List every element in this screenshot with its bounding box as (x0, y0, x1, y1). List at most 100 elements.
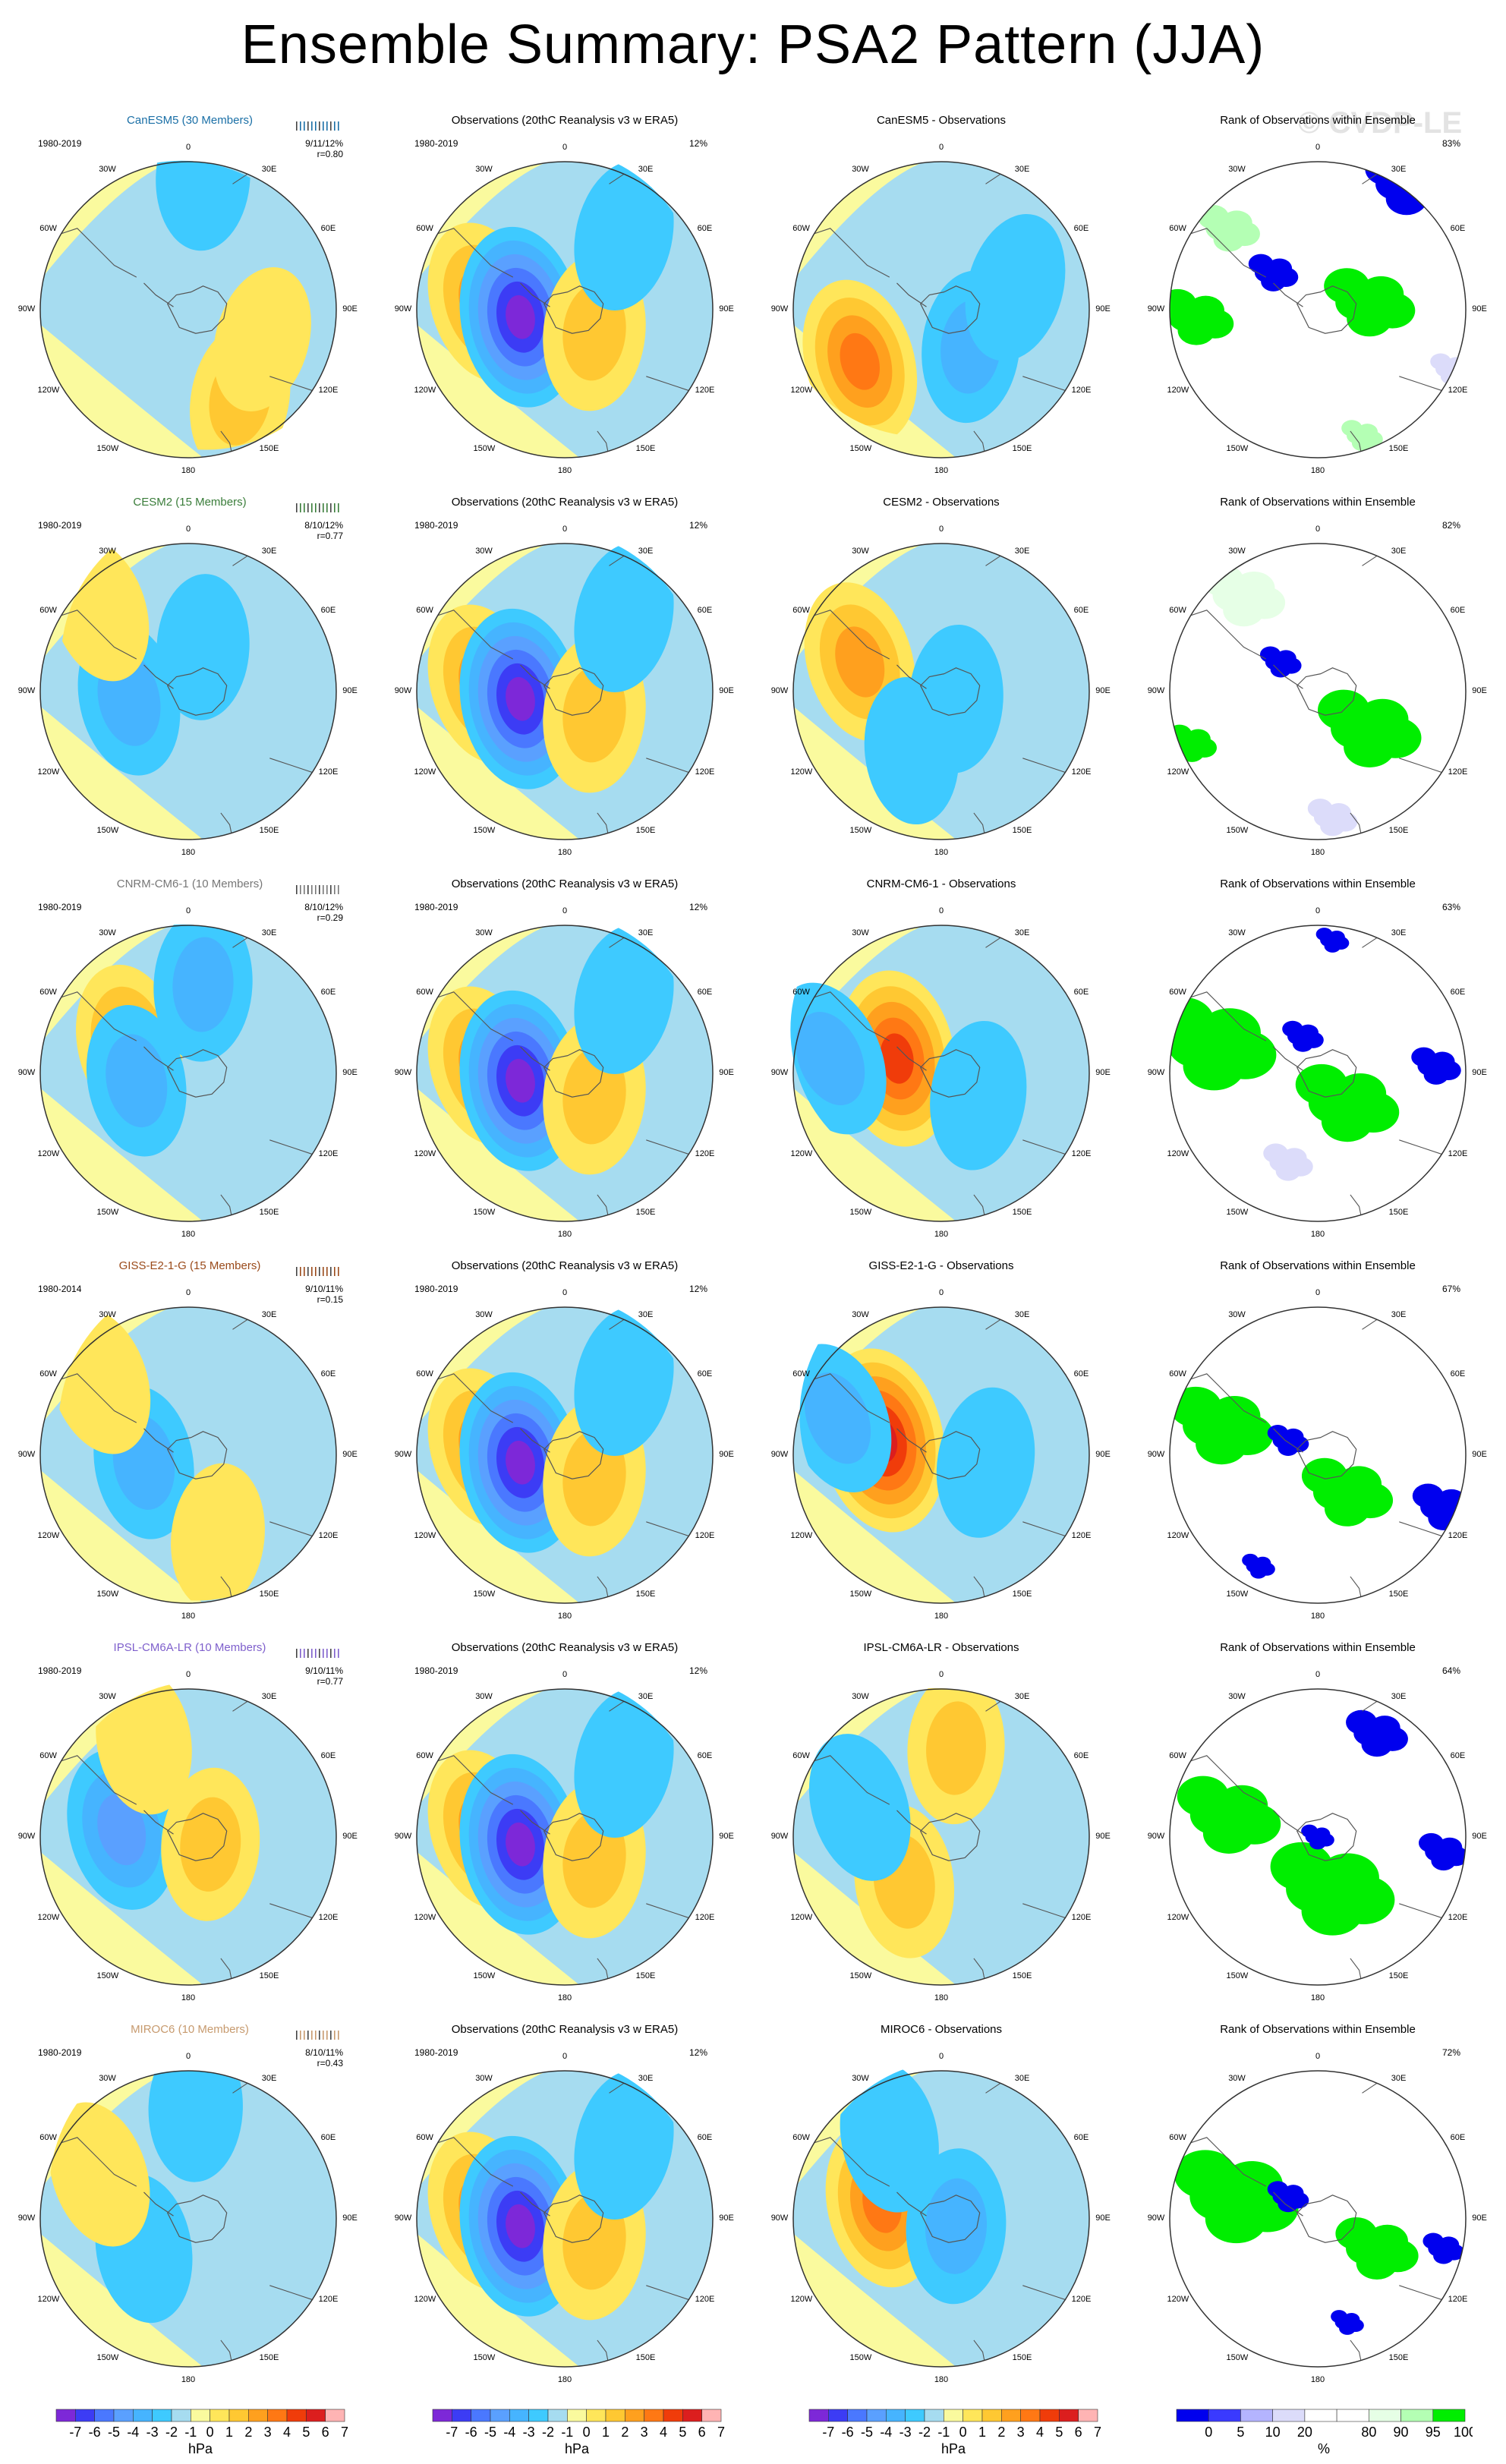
rank-region (1303, 1032, 1324, 1048)
model-panel: CanESM5 (30 Members) 1980-2019 9/11/12% r=0… (0, 114, 376, 497)
anomaly-colorbar: -7 -6 -5 -4 -3 -2 -1 0 1 2 3 4 5 6 7 (808, 2409, 1101, 2440)
longitude-label: 30E (1391, 164, 1407, 174)
colorbar-tick: 4 (660, 2425, 667, 2440)
longitude-label: 90W (17, 1450, 36, 1459)
rank-region (1436, 1060, 1461, 1080)
longitude-label: 90E (1095, 2214, 1111, 2223)
anomaly-contour (835, 626, 885, 698)
rank-percent: 63% (1441, 902, 1460, 912)
colorbar-tick: 4 (283, 2425, 291, 2440)
rank-region (1273, 267, 1299, 287)
difference-panel: CESM2 - Observations 0 30E 60E 90E 120E 150E 18… (753, 496, 1130, 879)
longitude-label: 120W (414, 385, 436, 395)
longitude-label: 0 (938, 1288, 944, 1297)
colorbar-tick: 1 (978, 2425, 986, 2440)
longitude-label: 90E (1095, 304, 1111, 314)
colorbar-swatch (171, 2409, 191, 2422)
longitude-label: 30W (99, 164, 116, 174)
colorbar-swatch (509, 2409, 529, 2422)
longitude-label: 90E (1095, 1832, 1111, 1841)
spread-stats: 8/10/12% (304, 520, 343, 531)
longitude-label: 180 (1310, 1993, 1325, 2002)
rank-region (1192, 738, 1218, 758)
rank-region (1281, 657, 1302, 674)
longitude-label: 90E (1472, 2214, 1487, 2223)
model-stats: 8/10/11% r=0.43 (295, 2047, 343, 2069)
longitude-label: 120E (318, 767, 339, 777)
peninsula-coastline (143, 282, 174, 307)
longitude-label: 150E (1388, 1208, 1409, 1218)
colorbar-tick: -7 (822, 2425, 834, 2440)
rank-title: Rank of Observations within Ensemble (1220, 114, 1416, 127)
longitude-label: 60E (697, 605, 713, 615)
longitude-label: 120E (1071, 767, 1092, 777)
longitude-label: 90W (394, 1832, 412, 1841)
colorbar-tick: -2 (918, 2425, 931, 2440)
polar-map (1169, 1306, 1467, 1604)
rank-region (1196, 309, 1234, 339)
longitude-label: 30E (1391, 546, 1407, 556)
longitude-label: 180 (557, 466, 572, 475)
period-label: 1980-2019 (38, 2047, 82, 2058)
antarctica-coastline (166, 2195, 228, 2243)
variance-percent: 12% (688, 138, 707, 149)
longitude-label: 90E (719, 686, 734, 695)
polar-map (416, 925, 714, 1222)
colorbar-tick: 6 (322, 2425, 329, 2440)
observations-title: Observations (20thC Reanalysis v3 w ERA5… (451, 1641, 679, 1654)
colorbar-tick: 0 (583, 2425, 591, 2440)
longitude-label: 30W (99, 928, 116, 937)
peninsula-coastline (1273, 1810, 1303, 1835)
rank-title: Rank of Observations within Ensemble (1220, 2023, 1416, 2036)
longitude-label: 150E (259, 1590, 279, 1599)
longitude-label: 60W (416, 2132, 433, 2142)
longitude-label: 90W (394, 304, 412, 314)
rank-percent: 67% (1441, 1284, 1460, 1294)
colorbar-tick: 7 (1094, 2425, 1101, 2440)
longitude-label: 90W (770, 304, 789, 314)
antarctica-coastline (919, 1049, 981, 1098)
longitude-label: 150W (849, 1590, 872, 1599)
period-label: 1980-2019 (38, 902, 82, 912)
peninsula-coastline (520, 1046, 550, 1071)
longitude-label: 90W (1147, 2214, 1165, 2223)
polar-map (1169, 161, 1467, 458)
longitude-label: 90E (1095, 1450, 1111, 1459)
anomaly-contour (506, 1058, 535, 1103)
longitude-label: 120W (1167, 1530, 1189, 1540)
anomaly-contour (213, 267, 311, 411)
colorbar-tick: 10 (1265, 2425, 1281, 2440)
rank-title: Rank of Observations within Ensemble (1220, 878, 1416, 890)
colorbar-swatch (490, 2409, 510, 2422)
observations-panel: Observations (20thC Reanalysis v3 w ERA5… (376, 496, 753, 879)
peninsula-coastline (896, 664, 927, 689)
model-panel: MIROC6 (10 Members) 1980-2019 8/10/11% r=0.… (0, 2023, 376, 2406)
longitude-label: 0 (185, 143, 191, 152)
colorbar-tick: 1 (602, 2425, 610, 2440)
map-boundary (416, 2070, 714, 2368)
antarctica-coastline (919, 1431, 981, 1479)
colorbar-tick: 90 (1394, 2425, 1409, 2440)
colorbar-tick: -4 (127, 2425, 139, 2440)
longitude-label: 60E (1073, 987, 1089, 997)
antarctica-coastline (543, 1813, 604, 1861)
longitude-label: 60E (697, 223, 713, 233)
longitude-label: 150W (849, 444, 872, 454)
anomaly-contour (574, 161, 674, 310)
longitude-label: 180 (181, 848, 196, 857)
map-boundary (792, 2070, 1090, 2368)
longitude-label: 90E (342, 304, 358, 314)
longitude-label: 0 (562, 2052, 568, 2061)
longitude-label: 120W (414, 1530, 436, 1540)
longitude-label: 150W (1226, 1208, 1249, 1218)
colorbar-swatch (586, 2409, 606, 2422)
longitude-label: 180 (934, 466, 949, 475)
map-boundary (1169, 925, 1467, 1222)
longitude-label: 120W (790, 385, 813, 395)
longitude-label: 60E (1073, 1369, 1089, 1379)
longitude-label: 0 (1315, 143, 1321, 152)
anomaly-contour (506, 295, 535, 339)
longitude-label: 150E (259, 826, 279, 836)
rank-region (1214, 1030, 1277, 1079)
difference-title: CESM2 - Observations (883, 496, 1000, 509)
